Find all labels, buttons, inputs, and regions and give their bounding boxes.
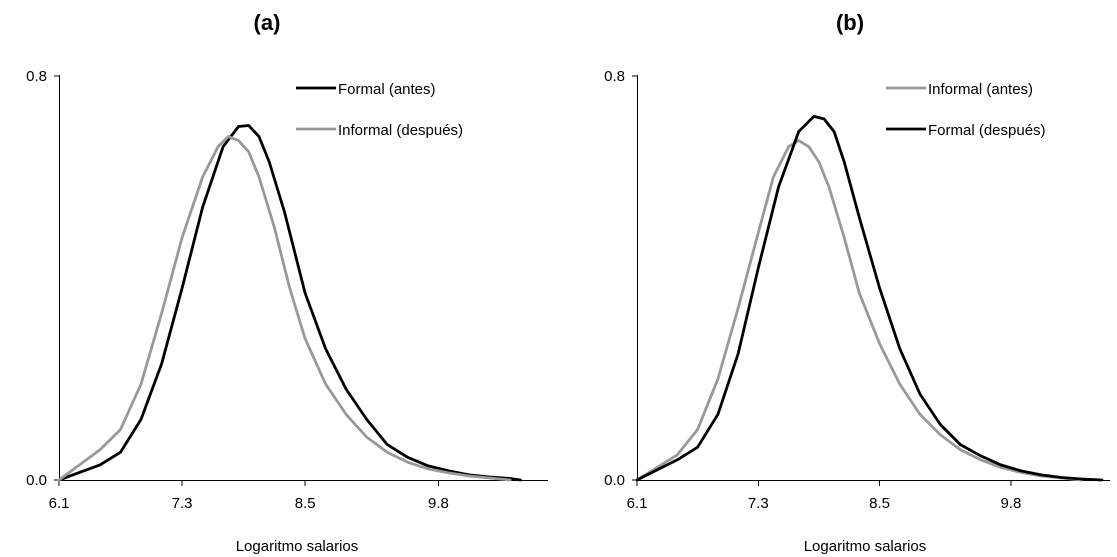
x-tick-label: 9.8 — [1001, 495, 1022, 512]
series-layer — [635, 115, 1104, 482]
x-tick-label: 9.8 — [428, 495, 449, 512]
x-tick-label: 7.3 — [748, 495, 769, 512]
x-axis-label: Logaritmo salarios — [236, 538, 359, 555]
x-tick-label: 8.5 — [869, 495, 890, 512]
legend: Informal (antes) Formal (después) — [886, 81, 1046, 139]
series-line — [635, 139, 1084, 482]
legend-label: Informal (antes) — [928, 81, 1033, 98]
legend-label: Formal (antes) — [338, 81, 436, 98]
legend-label: Informal (después) — [338, 122, 463, 139]
series-line — [635, 115, 1104, 482]
chart-title: (b) — [836, 10, 864, 35]
legend-label: Formal (después) — [928, 122, 1046, 139]
x-axis-label: Logaritmo salarios — [804, 538, 927, 555]
ticks-layer: 6.1 7.3 8.5 9.8 0.8 0.0 — [26, 68, 449, 512]
series-line — [57, 124, 522, 482]
chart-panel-a: (a) 6.1 7.3 8.5 9.8 0.8 0.0 Formal (antes) In… — [26, 10, 548, 555]
y-tick-label: 0.8 — [604, 68, 625, 85]
chart-panel-b: (b) 6.1 7.3 8.5 9.8 0.8 0.0 Informal (antes) … — [604, 10, 1110, 555]
y-tick-label: 0.8 — [26, 68, 47, 85]
series-line — [57, 135, 512, 482]
chart-title: (a) — [254, 10, 281, 35]
y-tick-label: 0.0 — [26, 472, 47, 489]
x-tick-label: 7.3 — [172, 495, 193, 512]
legend: Formal (antes) Informal (después) — [296, 81, 463, 139]
x-tick-label: 6.1 — [49, 495, 70, 512]
ticks-layer: 6.1 7.3 8.5 9.8 0.8 0.0 — [604, 68, 1021, 512]
y-tick-label: 0.0 — [604, 472, 625, 489]
x-tick-label: 6.1 — [627, 495, 648, 512]
series-layer — [57, 124, 522, 482]
x-tick-label: 8.5 — [295, 495, 316, 512]
